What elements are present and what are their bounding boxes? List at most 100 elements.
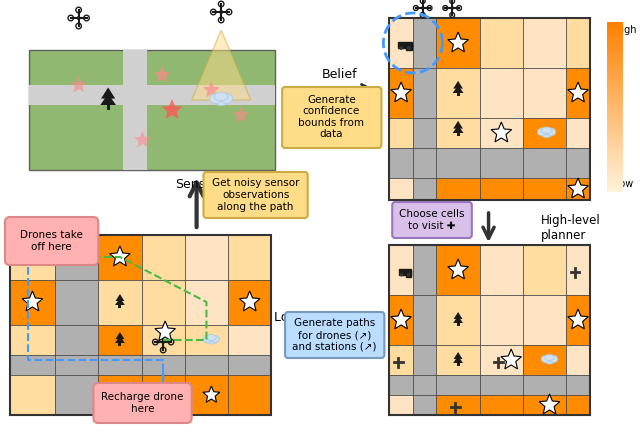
Bar <box>566 68 590 118</box>
Ellipse shape <box>214 92 228 101</box>
Text: Generate
confidence
bounds from
data: Generate confidence bounds from data <box>298 95 364 139</box>
Polygon shape <box>453 121 463 128</box>
Bar <box>10 280 55 325</box>
Bar <box>389 395 413 415</box>
Bar <box>185 325 228 355</box>
FancyBboxPatch shape <box>282 87 381 148</box>
Ellipse shape <box>546 128 556 136</box>
Bar <box>389 178 413 200</box>
Bar <box>228 235 271 280</box>
Bar <box>389 18 413 68</box>
Bar <box>436 118 480 148</box>
Bar <box>436 295 480 345</box>
Polygon shape <box>454 352 463 359</box>
Bar <box>523 118 566 148</box>
Bar <box>456 92 460 96</box>
Polygon shape <box>115 294 124 301</box>
Bar <box>10 235 55 280</box>
Bar <box>10 235 271 415</box>
Bar <box>456 322 460 326</box>
Bar <box>413 375 436 395</box>
FancyBboxPatch shape <box>5 217 99 265</box>
Bar <box>566 395 590 415</box>
Bar <box>413 295 436 345</box>
Bar <box>29 85 275 105</box>
Ellipse shape <box>213 95 229 105</box>
Bar <box>566 345 590 375</box>
Bar <box>29 50 275 170</box>
Bar <box>10 325 55 355</box>
Bar <box>480 395 523 415</box>
Ellipse shape <box>205 336 217 344</box>
Bar <box>99 280 141 325</box>
Circle shape <box>220 10 223 14</box>
Bar <box>523 148 566 178</box>
Polygon shape <box>101 87 115 99</box>
Circle shape <box>407 273 410 276</box>
Bar <box>389 245 590 415</box>
Circle shape <box>421 6 424 10</box>
Ellipse shape <box>211 335 220 342</box>
Polygon shape <box>239 291 260 311</box>
Polygon shape <box>453 81 463 89</box>
Circle shape <box>400 273 403 276</box>
Polygon shape <box>452 85 463 93</box>
Bar <box>436 18 480 68</box>
Bar <box>436 375 480 395</box>
Bar <box>55 280 99 325</box>
Bar <box>30 256 43 262</box>
FancyBboxPatch shape <box>285 312 385 358</box>
Bar <box>523 68 566 118</box>
Bar <box>55 235 99 280</box>
Ellipse shape <box>203 335 212 342</box>
Polygon shape <box>448 32 468 52</box>
Bar <box>523 245 566 295</box>
Text: Low: Low <box>614 179 634 189</box>
Bar <box>436 68 480 118</box>
Circle shape <box>38 260 42 263</box>
Polygon shape <box>232 106 249 122</box>
Polygon shape <box>22 291 43 311</box>
Bar <box>436 345 480 375</box>
Polygon shape <box>391 309 412 329</box>
Bar <box>228 325 271 355</box>
Bar <box>99 235 141 280</box>
Bar <box>436 245 480 295</box>
Bar <box>228 375 271 415</box>
Bar <box>480 148 523 178</box>
Ellipse shape <box>541 355 550 362</box>
Bar <box>55 325 99 355</box>
Bar <box>141 355 185 375</box>
Bar <box>523 178 566 200</box>
Polygon shape <box>162 99 182 119</box>
Bar <box>228 280 271 325</box>
Text: Belief: Belief <box>321 69 357 82</box>
Bar <box>436 395 480 415</box>
Bar <box>523 395 566 415</box>
Bar <box>123 50 147 170</box>
Circle shape <box>161 340 165 344</box>
Ellipse shape <box>549 355 558 362</box>
Bar <box>118 305 122 308</box>
Polygon shape <box>501 349 522 369</box>
Bar <box>141 375 185 415</box>
Bar <box>389 148 413 178</box>
Polygon shape <box>453 356 463 363</box>
Bar <box>389 18 590 200</box>
Polygon shape <box>203 386 220 402</box>
Bar <box>413 18 436 68</box>
Bar <box>185 355 228 375</box>
Polygon shape <box>109 246 130 266</box>
Bar <box>456 132 460 136</box>
Polygon shape <box>452 125 463 133</box>
Bar <box>389 345 413 375</box>
Bar <box>99 375 141 415</box>
Bar <box>413 118 436 148</box>
Bar <box>228 355 271 375</box>
Bar <box>523 18 566 68</box>
Bar <box>141 325 185 355</box>
Polygon shape <box>115 332 124 339</box>
Bar <box>566 18 590 68</box>
Bar <box>185 375 228 415</box>
Text: Drones take
off here: Drones take off here <box>20 230 83 252</box>
